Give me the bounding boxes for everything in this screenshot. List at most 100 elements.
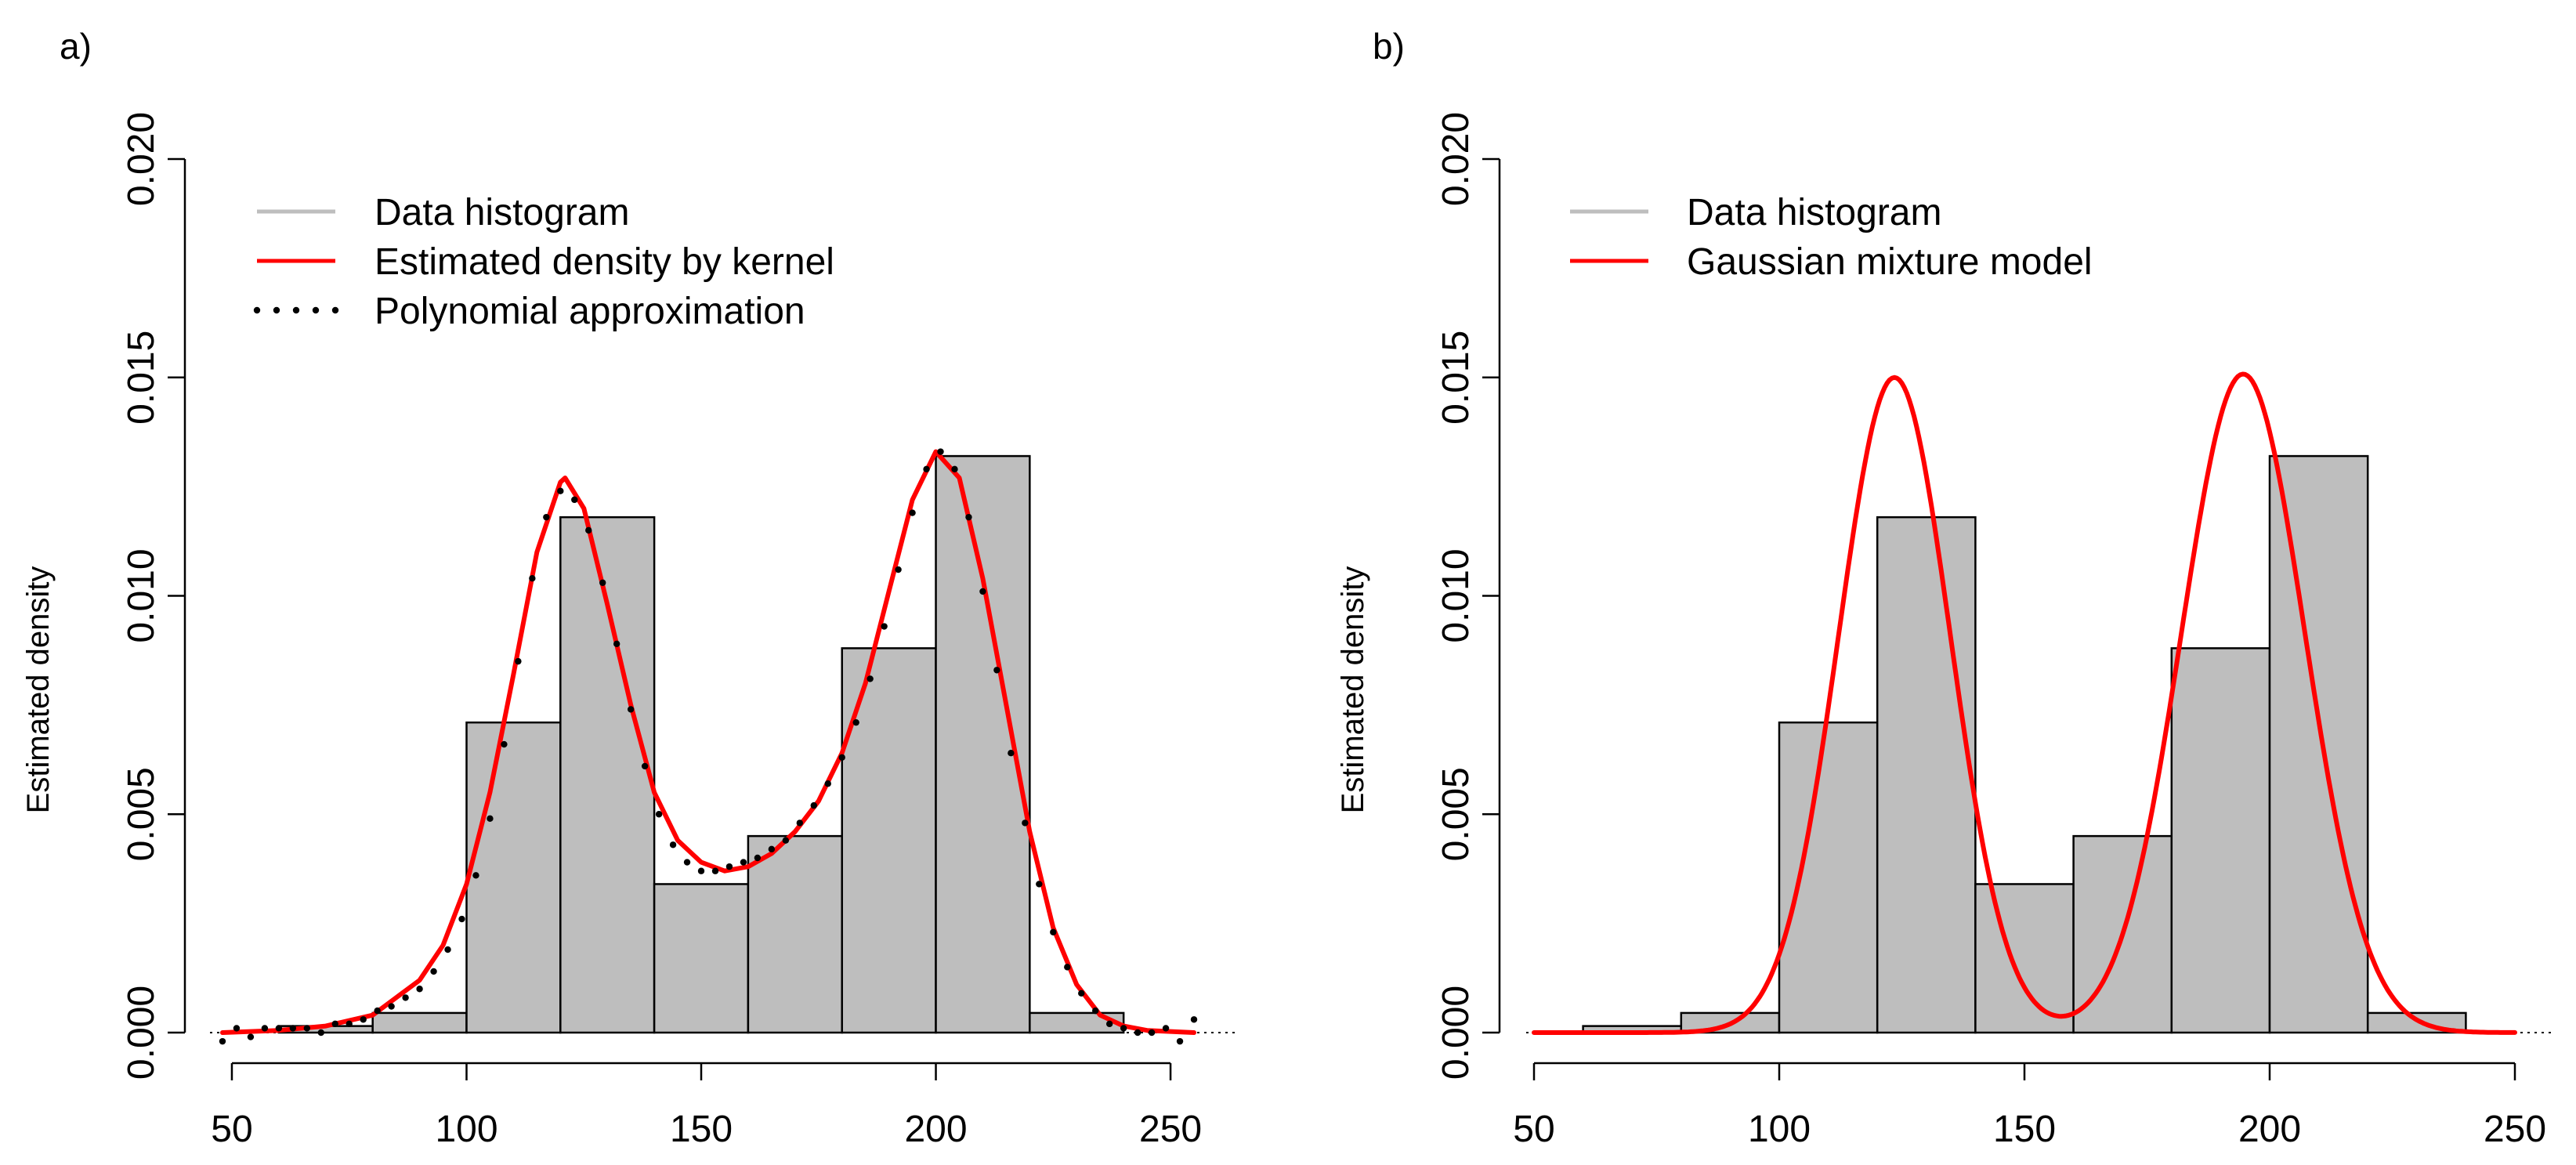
panel-a-polynomial-point [219,1037,226,1045]
panel-a-polynomial-point [740,859,747,866]
panel-a-polynomial-point [374,1007,381,1015]
panel-b-histogram-bar [1778,721,1879,1034]
panel-a-polynomial-point [1176,1037,1184,1045]
panel-a-polynomial-point [1148,1029,1156,1037]
panel-a-legend-dots-icon [312,306,320,314]
panel-a-histogram-bar [747,834,843,1034]
panel-a-polynomial-point [909,509,916,516]
panel-a-polynomial-point [1008,750,1015,757]
panel-b-histogram-bar [1876,516,1977,1034]
panel-a-legend-dots-icon [292,306,300,314]
panel-b-y-tick-label: 0.000 [1435,986,1477,1080]
panel-a-polynomial-point [1134,1029,1141,1037]
panel-a-polynomial-point [655,811,663,818]
panel-a-polynomial-point [867,675,874,682]
panel-b-gaussian-mixture-model-line [1532,371,2517,1035]
panel-a-polynomial-point [810,801,817,809]
panel-a-polynomial-point [683,859,691,866]
panel-a-polynomial-point [937,448,944,455]
panel-a-x-tick-label: 100 [435,1109,497,1150]
panel-a-polynomial-point [1105,1020,1113,1028]
panel-a-polynomial-point [782,837,790,844]
panel-a-legend-dots-icon [253,306,261,314]
panel-a-x-tick-label: 150 [670,1109,733,1150]
panel-a-polynomial-point [951,465,958,473]
panel-a-histogram-bar [559,516,656,1034]
panel-a-polynomial-point [261,1025,269,1032]
panel-a-polynomial-point [289,1025,297,1032]
panel-a-histogram-bar [653,883,750,1034]
panel-a-x-tick-label: 250 [1139,1109,1202,1150]
panel-a-y-tick-label: 0.010 [121,548,162,642]
panel-a-polynomial-point [725,863,733,870]
panel-a-label: a) [60,26,92,67]
panel-a-estimated-density-by-kernel-line [220,449,1196,1035]
panel-b-x-tick-label: 100 [1748,1109,1811,1150]
panel-a-polynomial-point [331,1020,338,1028]
panel-a-polynomial-point [1064,964,1071,971]
panel-a-legend-label: Data histogram [374,192,629,233]
panel-a-x-tick-label: 200 [904,1109,967,1150]
panel-a-polynomial-point [360,1016,367,1023]
panel-a-polynomial-point [515,657,522,665]
panel-a-histogram-bar [371,1011,468,1034]
panel-a-polynomial-point [303,1025,311,1032]
panel-a-polynomial-point [711,867,719,874]
panel-b-legend-label: Gaussian mixture model [1687,241,2093,283]
panel-a-polynomial-point [641,762,649,770]
panel-b-x-tick-label: 50 [1513,1109,1554,1150]
panel-a-polynomial-point [275,1025,283,1032]
panel-b-x-tick-label: 250 [2484,1109,2546,1150]
panel-a-polynomial-point [317,1029,324,1037]
panel-b-gaussian-mixture: b) 0.000 0.005 0.010 0.015 0.020 Estimated den… [1336,26,2554,1150]
panel-b-x-tick-label: 150 [1993,1109,2056,1150]
panel-b-histogram-bar [2170,647,2271,1034]
panel-a-y-tick-label: 0.015 [121,331,162,425]
panel-a-polynomial-point [1190,1016,1198,1023]
panel-a-legend-label: Estimated density by kernel [374,241,834,283]
panel-a-polynomial-point [613,640,620,648]
panel-a-polynomial-point [754,854,762,862]
panel-a-polynomial-point [965,513,972,521]
panel-a-polynomial-point [599,579,606,586]
panel-a-polynomial-point [388,1003,395,1010]
panel-a-polynomial-point [501,740,508,748]
panel-a-polynomial-point [543,513,550,521]
panel-a-y-tick-label: 0.005 [121,767,162,861]
panel-a-legend-dots-icon [273,306,280,314]
panel-a-polynomial-point [1022,819,1029,827]
panel-a-polynomial-point [487,815,494,823]
panel-a-polynomial-point [993,667,1000,674]
panel-a-polynomial-point [979,588,986,595]
panel-a-polynomial-point [838,754,845,761]
panel-a-polynomial-point [416,986,423,993]
panel-a-kernel-density: a) 0.000 0.005 0.010 0.015 0.020 Estimated den… [21,26,1238,1150]
panel-a-polynomial-point [669,841,677,848]
panel-a-x-tick-label: 50 [211,1109,252,1150]
panel-a-polynomial-point [1078,990,1085,997]
panel-a-polynomial-point [472,872,479,879]
panel-a-y-tick-label: 0.020 [121,112,162,206]
panel-a-polynomial-point [233,1025,241,1032]
panel-a-polynomial-point [1092,1007,1099,1015]
panel-a-polynomial-point [402,994,409,1001]
panel-a-polynomial-point [852,718,859,726]
panel-b-y-tick-label: 0.005 [1435,767,1477,861]
panel-a-polynomial-point [881,623,888,630]
panel-b-legend-label: Data histogram [1687,192,1941,233]
panel-a-polynomial-point [895,566,902,573]
panel-b-label: b) [1373,26,1405,67]
panel-b-y-tick-label: 0.020 [1435,112,1477,206]
panel-a-polynomial-point [923,465,930,473]
panel-b-histogram-bar [2268,454,2369,1034]
panel-a-polynomial-point [557,487,564,494]
panel-a-polynomial-point [697,867,705,874]
panel-a-polynomial-point [346,1020,353,1028]
panel-a-polynomial-point [796,819,804,827]
panel-a-polynomial-point [1036,881,1043,888]
panel-b-histogram-bar [1974,883,2075,1034]
panel-a-polynomial-point [444,946,451,953]
panel-a-histogram-bar [465,721,562,1034]
panel-a-legend-label: Polynomial approximation [374,291,805,332]
